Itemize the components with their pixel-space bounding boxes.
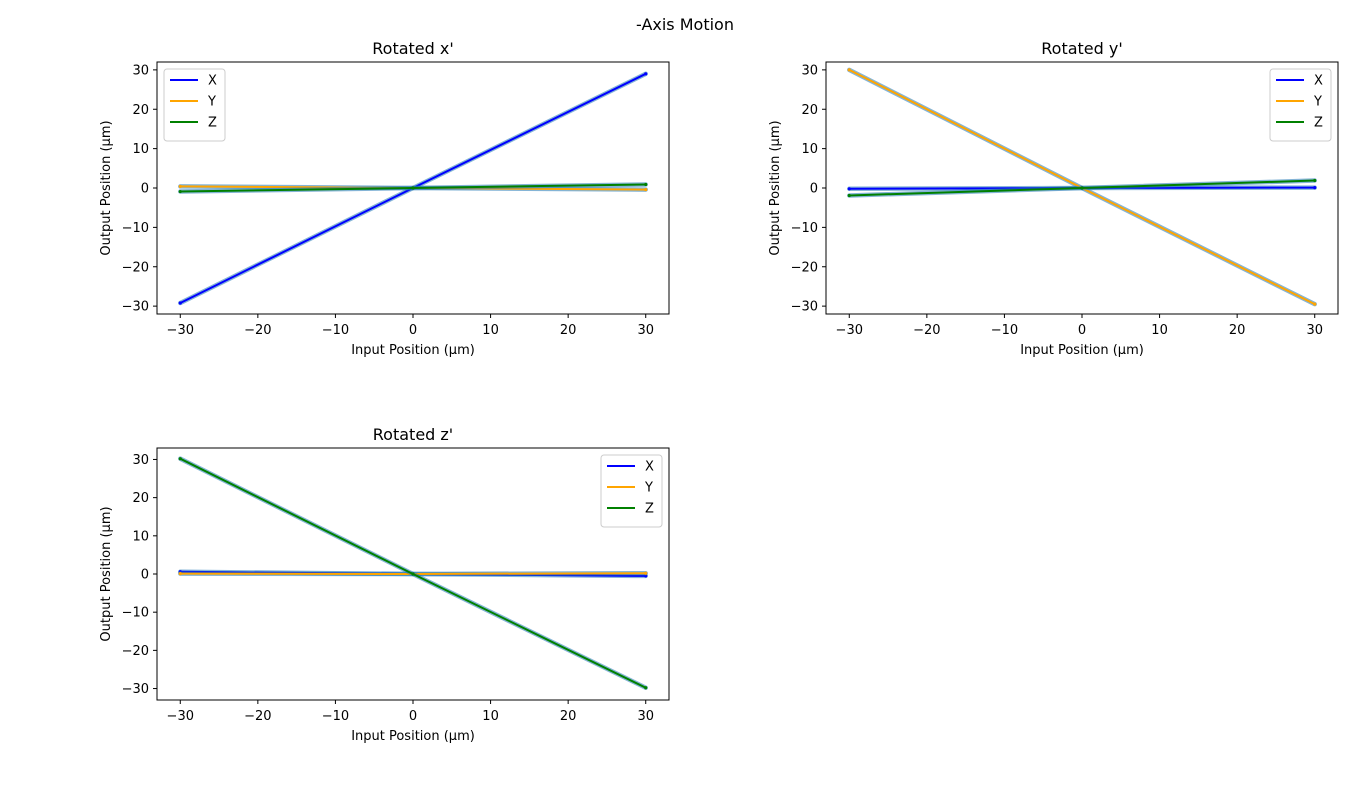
y-tick-label: 30 [132,453,149,468]
y-tick-label: 0 [141,568,149,583]
legend: XYZ [163,68,226,142]
subplot-title: Rotated z' [373,425,453,444]
subplots: Rotated x' −30 −20 −10 0 10 20 30 −30 −20 −10 0 10 20… [99,39,1339,744]
data-point-y [1313,302,1317,306]
y-tick-label: 20 [132,491,149,506]
legend-label-z: Z [208,116,217,131]
data-point-z [644,686,648,690]
y-tick-label: 30 [132,63,149,78]
legend-label-y: Y [207,95,216,110]
x-tick-label: 10 [1151,323,1168,338]
data-point-z [178,189,182,194]
data-point-y [847,68,851,72]
x-tick-label: 30 [1306,323,1323,338]
y-tick-label: 10 [801,142,818,157]
y-tick-label: −30 [122,300,149,315]
legend-label-x: X [1314,74,1323,89]
legend-label-y: Y [644,481,653,496]
subplot-title: Rotated x' [372,39,454,58]
x-axis-label: Input Position (µm) [351,729,475,744]
x-tick-label: 30 [637,709,654,724]
data-point-z [411,186,415,190]
y-tick-label: 10 [132,529,149,544]
x-tick-label: −30 [167,709,194,724]
y-tick-label: −20 [122,260,149,275]
y-tick-label: −20 [122,644,149,659]
legend-label-z: Z [645,502,654,517]
y-tick-label: −10 [791,221,818,236]
subplot-1: Rotated x' −30 −20 −10 0 10 20 30 −30 −20 −10 0 10 20… [99,39,670,358]
x-tick-label: −20 [913,323,940,338]
y-tick-label: −10 [122,221,149,236]
x-tick-label: −10 [322,709,349,724]
y-tick-label: −20 [791,260,818,275]
x-tick-label: 0 [1078,323,1086,338]
y-tick-label: 30 [801,63,818,78]
legend: XYZ [600,454,663,528]
x-axis-label: Input Position (µm) [351,343,475,358]
data-point-x [178,301,182,305]
y-tick-label: 20 [132,103,149,118]
data-point-x [644,72,648,76]
x-tick-label: 20 [560,709,577,724]
x-tick-label: −20 [244,323,271,338]
data-point-y [178,572,182,576]
legend-label-x: X [645,460,654,475]
figure-suptitle: -Axis Motion [636,15,734,34]
subplot-2: Rotated y' −30 −20 −10 0 10 20 30 −30 −20 −10 0 10 20… [768,39,1339,358]
subplot-3: Rotated z' −30 −20 −10 0 10 20 30 −30 −20 −10 0 10 20… [99,425,670,744]
y-axis-label: Output Position (µm) [768,120,783,255]
x-tick-label: −10 [991,323,1018,338]
data-point-x [847,187,851,191]
x-tick-label: −30 [836,323,863,338]
x-tick-label: 10 [482,709,499,724]
x-tick-label: 0 [409,323,417,338]
y-tick-label: −30 [122,682,149,697]
data-point-z [178,457,182,461]
x-tick-label: 10 [482,323,499,338]
y-tick-label: 0 [141,182,149,197]
y-tick-label: 0 [810,182,818,197]
x-tick-label: −20 [244,709,271,724]
y-axis-label: Output Position (µm) [99,120,114,255]
data-point-x [1313,186,1317,190]
data-point-y [644,187,648,192]
subplot-title: Rotated y' [1041,39,1123,58]
x-tick-label: −30 [167,323,194,338]
legend-label-y: Y [1313,95,1322,110]
data-point-y [644,571,648,575]
data-point-z [644,182,648,187]
y-axis-label: Output Position (µm) [99,506,114,641]
data-point-z [1313,178,1317,183]
x-tick-label: 20 [560,323,577,338]
data-point-z [411,572,415,576]
legend-label-z: Z [1314,116,1323,131]
data-point-z [1080,186,1084,190]
x-axis-label: Input Position (µm) [1020,343,1144,358]
y-tick-label: −10 [122,606,149,621]
legend: XYZ [1269,68,1332,142]
y-tick-label: 10 [132,142,149,157]
legend-label-x: X [208,74,217,89]
data-point-z [847,193,851,198]
y-tick-label: 20 [801,103,818,118]
x-tick-label: −10 [322,323,349,338]
x-tick-label: 20 [1229,323,1246,338]
x-tick-label: 0 [409,709,417,724]
y-tick-label: −30 [791,300,818,315]
x-tick-label: 30 [637,323,654,338]
data-point-y [178,184,182,189]
